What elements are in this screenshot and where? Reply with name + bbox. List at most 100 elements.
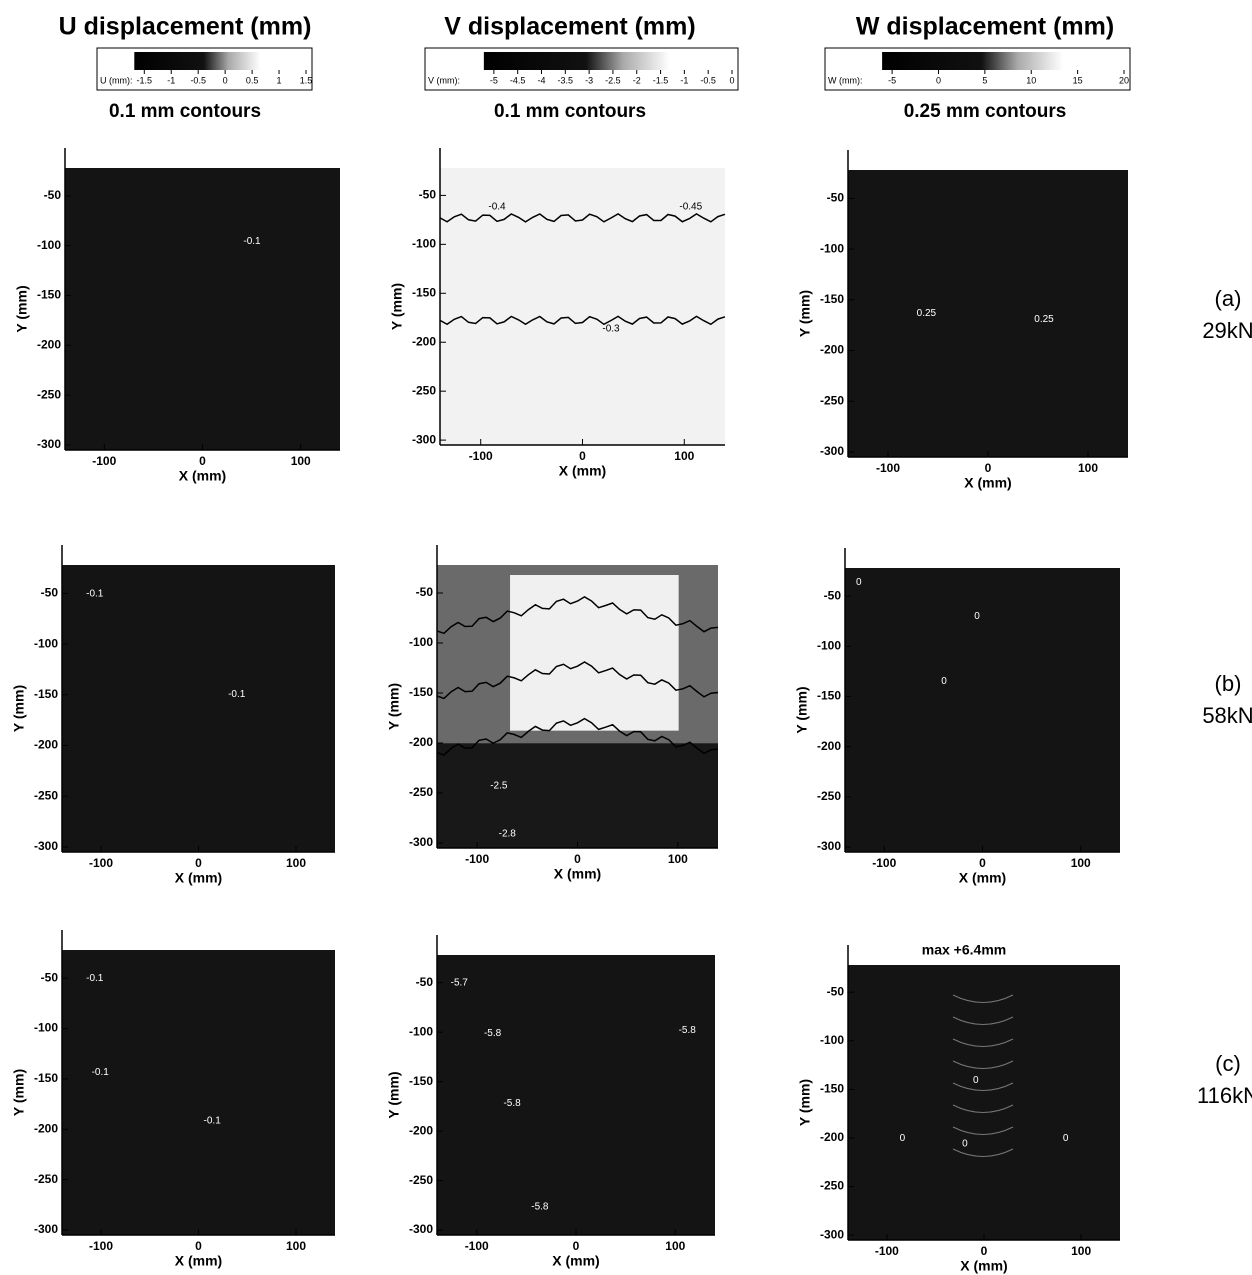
x-axis-label: X (mm) xyxy=(179,468,226,484)
contour-line xyxy=(952,1148,1014,1157)
x-tick-label: 0 xyxy=(195,856,202,870)
colorbar xyxy=(134,52,261,70)
contour-label: -0.3 xyxy=(602,323,620,334)
y-tick-label: -100 xyxy=(412,237,436,251)
y-axis-label: Y (mm) xyxy=(386,683,402,730)
contour-label: 0 xyxy=(1063,1133,1069,1144)
contour-line xyxy=(952,1038,1014,1047)
x-axis-label: X (mm) xyxy=(175,870,222,886)
field xyxy=(848,170,1128,457)
colorbar-tick-label: -1 xyxy=(680,75,688,85)
contour-label: -5.8 xyxy=(531,1202,549,1213)
contour-line xyxy=(436,596,719,635)
y-tick-label: -150 xyxy=(34,687,58,701)
x-tick-label: 0 xyxy=(573,1239,580,1253)
colorbar-tick-label: 10 xyxy=(1026,75,1036,85)
colorbar-tick-label: 1.5 xyxy=(300,75,313,85)
y-tick-label: -250 xyxy=(817,789,841,803)
contour-note: 0.25 mm contours xyxy=(904,101,1067,122)
x-tick-label: -100 xyxy=(872,856,896,870)
y-tick-label: -150 xyxy=(34,1071,58,1085)
y-tick-label: -50 xyxy=(419,188,437,202)
x-tick-label: 100 xyxy=(665,1239,685,1253)
contour-line xyxy=(952,1126,1014,1135)
row-load: 58kN xyxy=(1202,703,1252,728)
colorbar-tick-label: -2 xyxy=(633,75,641,85)
row-label: (a) xyxy=(1215,286,1242,311)
contour-line xyxy=(952,1104,1014,1113)
y-axis-label: Y (mm) xyxy=(797,1079,813,1126)
y-tick-label: -100 xyxy=(34,636,58,650)
colorbar-tick-label: 1 xyxy=(277,75,282,85)
x-tick-label: -100 xyxy=(92,454,116,468)
colorbar-label: W (mm): xyxy=(828,75,862,85)
field xyxy=(440,168,725,445)
y-tick-label: -200 xyxy=(409,735,433,749)
y-tick-label: -300 xyxy=(820,444,844,458)
annotation: max +6.4mm xyxy=(922,942,1006,958)
contour-line xyxy=(439,315,726,326)
y-tick-label: -300 xyxy=(409,835,433,849)
contour-label: -0.4 xyxy=(488,201,506,212)
y-tick-label: -50 xyxy=(416,975,434,989)
contour-label: 0 xyxy=(856,577,862,588)
y-tick-label: -50 xyxy=(44,188,62,202)
colorbar xyxy=(483,52,670,70)
contour-label: -5.7 xyxy=(451,978,469,989)
row-load: 29kN xyxy=(1202,318,1252,343)
x-tick-label: 100 xyxy=(291,454,311,468)
contour-line xyxy=(952,994,1014,1003)
field-region xyxy=(510,575,679,731)
contour-label: -0.1 xyxy=(228,689,246,700)
column-title: V displacement (mm) xyxy=(444,13,695,41)
field xyxy=(65,168,340,450)
field xyxy=(848,965,1120,1240)
colorbar-tick-label: 0 xyxy=(936,75,941,85)
colorbar-tick-label: -2.5 xyxy=(605,75,621,85)
colorbar-tick-label: -0.5 xyxy=(700,75,716,85)
x-tick-label: 100 xyxy=(286,856,306,870)
contour-note: 0.1 mm contours xyxy=(109,101,261,122)
colorbar-tick-label: -0.5 xyxy=(190,75,206,85)
y-tick-label: -150 xyxy=(37,288,61,302)
y-tick-label: -250 xyxy=(34,788,58,802)
contour-line xyxy=(952,1060,1014,1069)
y-tick-label: -300 xyxy=(820,1227,844,1241)
y-tick-label: -200 xyxy=(412,334,436,348)
y-tick-label: -300 xyxy=(37,437,61,451)
contour-label: -5.8 xyxy=(484,1028,502,1039)
contour-line xyxy=(436,661,719,700)
y-axis-label: Y (mm) xyxy=(389,283,405,330)
y-axis-label: Y (mm) xyxy=(794,686,810,733)
y-axis-label: Y (mm) xyxy=(386,1071,402,1118)
x-tick-label: 0 xyxy=(985,461,992,475)
contour-line xyxy=(952,1016,1014,1025)
colorbar-tick-label: -1.5 xyxy=(137,75,153,85)
colorbar-tick-label: 15 xyxy=(1073,75,1083,85)
y-tick-label: -300 xyxy=(34,1222,58,1236)
field xyxy=(437,955,715,1235)
y-tick-label: -300 xyxy=(409,1222,433,1236)
colorbar-label: V (mm): xyxy=(428,75,460,85)
y-axis-label: Y (mm) xyxy=(797,290,813,337)
contour-label: -2.8 xyxy=(499,828,517,839)
contour-line xyxy=(439,213,726,223)
y-tick-label: -300 xyxy=(817,839,841,853)
x-axis-label: X (mm) xyxy=(552,1253,599,1269)
y-tick-label: -250 xyxy=(409,785,433,799)
x-axis-label: X (mm) xyxy=(175,1253,222,1269)
colorbar-tick-label: 0 xyxy=(223,75,228,85)
y-tick-label: -50 xyxy=(41,970,59,984)
x-tick-label: -100 xyxy=(89,856,113,870)
y-tick-label: -250 xyxy=(412,383,436,397)
y-tick-label: -100 xyxy=(409,635,433,649)
y-axis-label: Y (mm) xyxy=(11,1069,27,1116)
y-tick-label: -200 xyxy=(37,338,61,352)
x-tick-label: -100 xyxy=(876,461,900,475)
contour-label: 0.25 xyxy=(1034,314,1054,325)
y-tick-label: -200 xyxy=(820,1130,844,1144)
colorbar-tick-label: -4.5 xyxy=(510,75,526,85)
contour-label: -0.1 xyxy=(92,1067,110,1078)
x-tick-label: -100 xyxy=(465,1239,489,1253)
